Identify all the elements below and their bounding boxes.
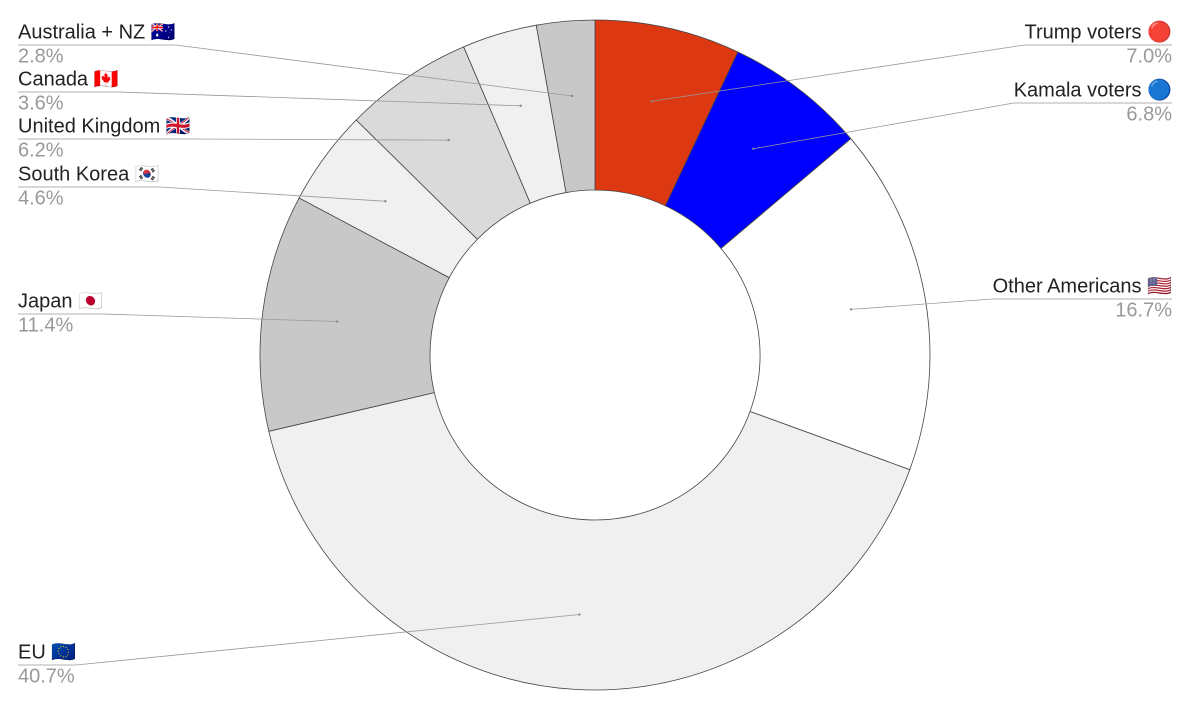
leader-line xyxy=(18,138,449,141)
leader-dot xyxy=(650,100,654,103)
donut-slice xyxy=(268,392,911,691)
leader-line xyxy=(18,91,521,107)
slice-label: United Kingdom 🇬🇧 xyxy=(18,115,191,137)
leader-dot xyxy=(447,138,450,142)
leader-dot xyxy=(578,613,581,616)
slice-label: South Korea 🇰🇷 xyxy=(18,163,160,185)
slice-label: Kamala voters 🔵 xyxy=(1014,77,1172,101)
leader-line xyxy=(18,614,580,666)
leader-dot xyxy=(335,320,339,323)
donut-slice xyxy=(535,19,596,194)
slice-label: Australia + NZ 🇦🇺 xyxy=(18,19,176,43)
slice-value-label: 11.4% xyxy=(18,314,73,336)
slice-label: Canada 🇨🇦 xyxy=(18,68,119,90)
leader-line xyxy=(850,298,1172,310)
slice-value-label: 6.8% xyxy=(1126,103,1172,125)
leader-dot xyxy=(384,200,387,203)
leader-dot xyxy=(519,104,522,108)
slice-label: Trump voters 🔴 xyxy=(1024,19,1172,43)
leader-dot xyxy=(752,147,755,150)
slice-value-label: 6.2% xyxy=(18,139,64,161)
donut-slice xyxy=(720,138,931,471)
leader-dot xyxy=(570,94,574,98)
leader-line xyxy=(753,102,1172,150)
leader-line xyxy=(18,313,338,322)
slice-value-label: 40.7% xyxy=(18,665,75,687)
slice-value-label: 4.6% xyxy=(18,187,64,209)
slice-value-label: 3.6% xyxy=(18,92,64,114)
slice-value-label: 7.0% xyxy=(1126,45,1172,67)
leader-line xyxy=(18,186,386,202)
slice-label: Other Americans 🇺🇸 xyxy=(993,275,1173,297)
leader-line xyxy=(18,44,573,97)
slice-label: Japan 🇯🇵 xyxy=(18,290,103,312)
slice-label: EU 🇪🇺 xyxy=(18,641,76,663)
slice-value-label: 16.7% xyxy=(1115,299,1172,321)
slice-value-label: 2.8% xyxy=(18,45,64,67)
leader-dot xyxy=(849,308,853,311)
leader-line xyxy=(651,44,1172,102)
